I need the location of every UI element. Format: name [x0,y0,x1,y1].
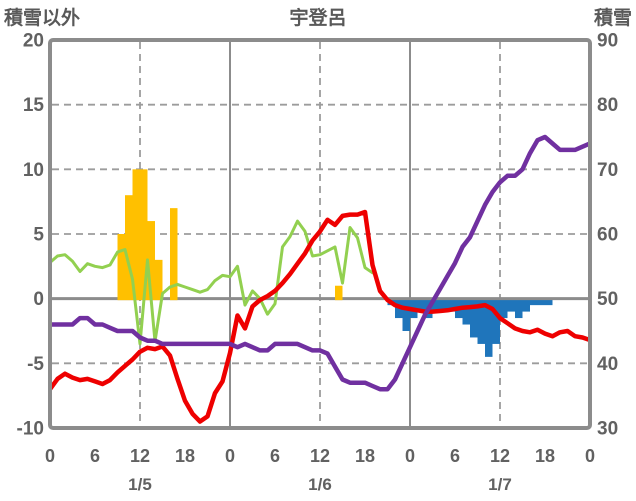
x-axis-hour-label: 18 [535,446,555,466]
left-axis-tick-label: 15 [23,95,45,116]
x-axis-hour-label: 0 [225,446,235,466]
sunshine-bar [140,169,148,301]
left-axis-title: 積雪以外 [4,8,81,29]
station-title: 宇登呂 [289,8,347,29]
x-axis-hour-label: 0 [405,446,415,466]
plot-border [48,38,592,430]
precipitation-bar [530,298,538,306]
sunshine-bar [147,221,155,301]
precipitation-bar [447,298,455,312]
x-axis-date-label: 1/6 [308,475,332,494]
precipitation-bar [492,298,500,344]
right-axis-tick-label: 50 [597,289,618,310]
precipitation-bar [537,298,545,306]
sunshine-bar [125,195,133,301]
snow-depth-purple-line [52,134,588,392]
x-axis-hour-label: 12 [130,446,150,466]
sunshine-bar [117,234,125,301]
left-axis-tick-label: 20 [23,31,44,52]
precipitation-bar [440,298,448,312]
precipitation-bar [485,298,493,357]
precipitation-bar [515,298,523,319]
right-axis-tick-label: 60 [597,225,618,246]
sunshine-bars [117,169,343,301]
sunshine-bar [155,259,163,301]
left-axis-tick-label: 10 [23,160,44,181]
x-axis-date-label: 1/5 [128,475,152,494]
precipitation-bar [402,298,410,331]
right-axis-tick-label: 40 [597,354,618,375]
precipitation-bar [432,298,440,312]
x-axis-hour-label: 6 [90,446,100,466]
x-axis-hour-label: 18 [355,446,375,466]
x-axis-hour-label: 0 [45,446,55,466]
right-axis-tick-label: 80 [597,95,618,116]
precipitation-bar [522,298,530,312]
precipitation-bar [507,298,515,312]
x-axis-hour-label: 12 [310,446,330,466]
right-axis-title: 積雪 [593,8,632,29]
x-axis-hour-label: 6 [450,446,460,466]
temperature-red-line [52,209,588,424]
right-axis-tick-label: 90 [597,31,618,52]
precipitation-bar [470,298,478,338]
x-axis-hour-label: 6 [270,446,280,466]
x-axis-hour-label: 0 [585,446,595,466]
right-axis-tick-label: 30 [597,419,618,440]
precipitation-bar [417,298,425,312]
left-axis-tick-label: -10 [17,419,44,440]
precipitation-bar [545,298,553,306]
left-axis-tick-label: -5 [27,354,44,375]
sunshine-bar [335,285,343,301]
sunshine-bar [132,169,140,301]
left-axis-tick-label: 0 [33,289,44,310]
sunshine-bar [170,208,178,301]
precipitation-bar [500,298,508,319]
wind-green-line [52,219,374,346]
precipitation-bar [477,298,485,344]
x-axis-date-label: 1/7 [488,475,512,494]
precipitation-bar [462,298,470,325]
x-axis-hour-label: 12 [490,446,510,466]
right-axis-tick-label: 70 [597,160,618,181]
x-axis-hour-label: 18 [175,446,195,466]
left-axis-tick-label: 5 [33,225,44,246]
